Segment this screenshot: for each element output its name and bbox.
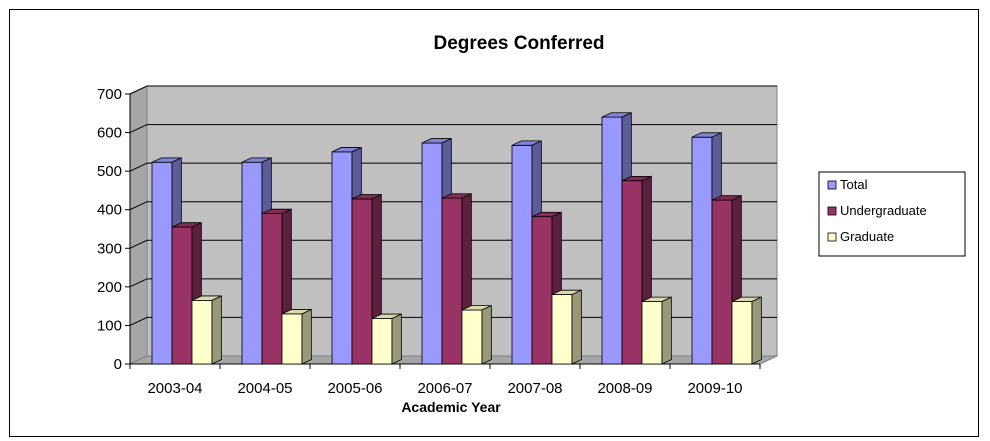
bar-front — [441, 197, 463, 365]
chart-svg: Degrees Conferred 0 100 200 300 400 500 600 700… — [97, 33, 966, 415]
x-tick-label: 2006-07 — [417, 380, 472, 397]
bar-front — [531, 216, 553, 365]
bar-graduate — [191, 295, 222, 365]
bar-graduate — [551, 289, 582, 365]
bar-front — [731, 301, 753, 365]
bar-front — [331, 151, 353, 365]
bar-graduate — [641, 296, 672, 365]
x-axis: 2003-04 2004-05 2005-06 2006-07 2007-08 2008-… — [129, 363, 761, 397]
y-tick-label: 400 — [97, 202, 122, 219]
bar-side — [571, 289, 582, 365]
y-tick-label: 700 — [97, 86, 122, 103]
bar-front — [171, 226, 193, 365]
bar-front — [711, 199, 733, 365]
y-tick-label: 100 — [97, 317, 122, 334]
x-tick-label: 2007-08 — [507, 380, 562, 397]
x-tick-label: 2005-06 — [327, 380, 382, 397]
gridline — [129, 278, 777, 288]
bar-side — [661, 296, 672, 365]
x-tick-label: 2008-09 — [597, 380, 652, 397]
bar-graduate — [461, 304, 492, 365]
bar-graduate — [731, 296, 762, 365]
y-tick-label: 200 — [97, 279, 122, 296]
bar-front — [351, 198, 373, 365]
bar-front — [421, 142, 443, 365]
bar-side — [211, 295, 222, 365]
gridline — [129, 201, 777, 211]
bar-front — [151, 161, 173, 365]
gridline — [129, 239, 777, 249]
bar-front — [511, 144, 533, 365]
legend-swatch-undergraduate — [827, 206, 837, 216]
gridline — [129, 162, 777, 172]
bar-front — [691, 136, 713, 365]
legend-swatch-total — [827, 180, 837, 190]
bar-front — [461, 309, 483, 365]
legend-label-total: Total — [840, 177, 868, 192]
chart-frame: Degrees Conferred 0 100 200 300 400 500 600 700… — [9, 9, 979, 437]
x-tick-label: 2004-05 — [237, 380, 292, 397]
legend-label-undergraduate: Undergraduate — [840, 203, 927, 218]
side-wall — [129, 85, 148, 365]
bar-front — [241, 161, 263, 365]
bar-front — [551, 294, 573, 365]
bar-front — [371, 318, 393, 365]
gridlines — [129, 85, 777, 326]
x-tick-label: 2009-10 — [687, 380, 742, 397]
bar-side — [391, 313, 402, 365]
bars — [151, 112, 762, 365]
bar-graduate — [371, 313, 402, 365]
bar-front — [281, 313, 303, 365]
bar-front — [621, 180, 643, 365]
bar-side — [301, 308, 312, 365]
legend: Total Undergraduate Graduate — [818, 171, 966, 257]
y-tick-label: 300 — [97, 240, 122, 257]
bar-graduate — [281, 308, 312, 365]
y-tick-label: 0 — [114, 356, 122, 373]
gridline — [129, 124, 777, 134]
y-tick-label: 500 — [97, 163, 122, 180]
bar-side — [481, 304, 492, 365]
bar-front — [641, 301, 663, 365]
x-tick-label: 2003-04 — [147, 380, 202, 397]
gridline — [129, 85, 777, 95]
legend-swatch-graduate — [827, 232, 837, 242]
x-axis-title: Academic Year — [401, 399, 501, 415]
bar-front — [601, 116, 623, 365]
chart-title: Degrees Conferred — [433, 33, 604, 54]
legend-label-graduate: Graduate — [840, 229, 894, 244]
y-tick-label: 600 — [97, 125, 122, 142]
legend-box — [818, 171, 966, 257]
bar-side — [751, 296, 762, 365]
bar-front — [191, 299, 213, 365]
bar-front — [261, 213, 283, 365]
y-axis: 0 100 200 300 400 500 600 700 — [97, 86, 131, 373]
